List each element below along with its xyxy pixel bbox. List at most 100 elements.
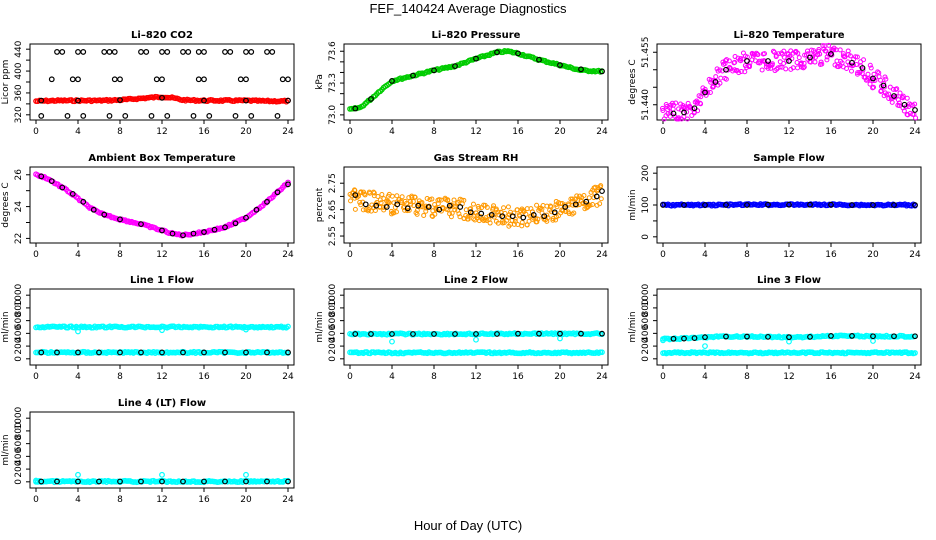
data-point [896,100,902,106]
x-tick-label: 20 [240,495,252,505]
data-point [361,191,367,197]
data-point [723,202,729,208]
y-tick-label: 200 [328,337,338,354]
data-point [509,213,516,220]
data-point [759,58,765,64]
data-point [285,76,291,83]
data-point [808,47,814,53]
data-point [912,107,918,113]
panel-8: Line 2 Flow ml/min 0 4 8 12 16 20 24 0 20040060080… [315,275,609,382]
data-point [786,58,792,64]
y-tick-label: 51.440 [641,89,651,121]
data-point [786,201,792,208]
y-tick-label: 200 [14,337,24,354]
plot-frame [343,43,609,121]
data-point [684,116,690,122]
data-point [537,206,543,212]
data-point [232,220,239,227]
series-average [38,173,291,239]
data-point [362,192,368,198]
data-point [455,199,461,205]
data-point [668,110,674,116]
y-tick-label: 24 [14,201,24,213]
data-point [206,113,213,119]
data-point [859,70,865,76]
data-point [854,54,860,60]
data-point [96,478,102,485]
data-point [738,69,744,75]
data-point [399,194,405,200]
data-point [886,96,892,102]
x-tick-label: 0 [347,250,353,260]
data-point [473,210,479,216]
data-point [80,113,87,119]
x-tick-label: 8 [431,372,437,382]
data-point [823,48,829,54]
data-point [383,204,390,210]
x-tick-label: 16 [512,250,524,260]
data-point [243,478,249,485]
data-point [274,113,281,119]
data-point [159,471,165,478]
data-point [599,68,605,75]
data-point [586,195,592,201]
data-point [742,69,748,75]
data-point [383,203,389,209]
x-tick-label: 16 [198,127,210,137]
data-point [912,333,918,340]
data-point [530,212,537,218]
data-point [148,113,155,119]
series-flow-b [33,348,291,357]
y-tick-label: 600 [328,312,338,329]
data-point [491,203,497,209]
data-point [285,478,291,485]
data-point [195,76,202,83]
data-point [264,49,270,55]
y-tick-label: 22 [14,233,24,244]
x-tick-label: 12 [156,372,167,382]
series-average [352,330,605,337]
data-point [159,227,165,234]
data-point [599,349,605,356]
x-tick-label: 8 [431,127,437,137]
y-tick-label: 600 [641,312,651,329]
data-point [762,51,768,57]
data-point [536,56,542,63]
data-point [859,65,866,71]
data-point [69,76,76,83]
data-point [848,68,854,74]
data-point [691,335,698,342]
data-point [670,106,676,112]
x-tick-label: 4 [389,372,395,382]
figure-xaxis-label: Hour of Day (UTC) [413,518,523,533]
data-point [201,49,207,55]
data-point [372,207,378,213]
data-point [452,331,458,337]
figure-title: FEF_140424 Average Diagnostics [369,1,567,16]
x-tick-label: 16 [825,250,837,260]
data-point [912,350,918,356]
panel-2: Li–820 Pressure kPa 0 4 8 12 16 20 24 73.0 73.3 73.… [315,30,609,137]
y-tick-label: 800 [328,299,338,316]
y-axis-label: ml/min [315,311,325,342]
data-point [352,105,359,112]
x-tick-label: 0 [660,127,666,137]
x-tick-label: 24 [282,250,294,260]
y-axis-label: Licor ppm [1,60,11,105]
data-point [473,336,479,343]
data-point [524,222,530,228]
data-point [681,335,687,342]
x-tick-label: 8 [117,495,123,505]
y-tick-label: 800 [14,299,24,316]
data-point [445,197,451,203]
data-point [222,349,228,356]
y-tick-label: 73.0 [328,105,338,125]
data-point [592,184,598,190]
data-point [386,200,392,206]
y-tick-label: 440 [14,40,24,57]
data-point [227,49,234,55]
data-point [248,49,255,55]
data-point [847,53,853,59]
data-point [222,49,228,55]
series-raw [659,42,919,122]
